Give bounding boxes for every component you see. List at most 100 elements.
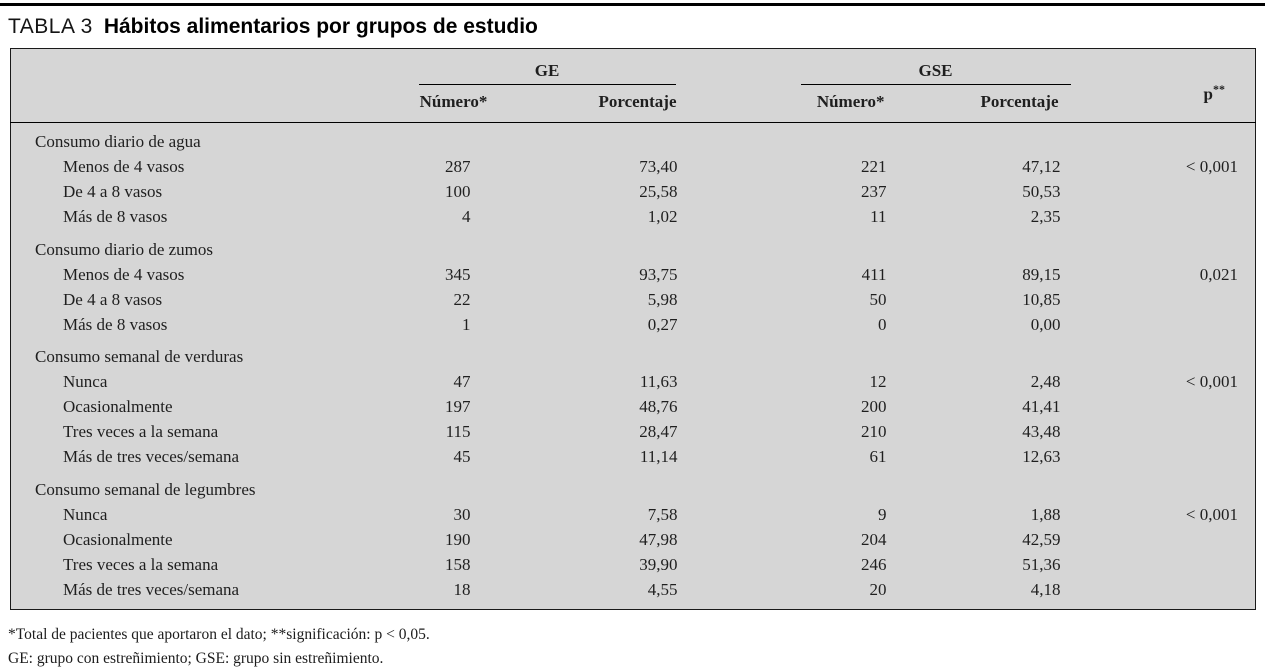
table-row: De 4 a 8 vasos 100 25,58 237 50,53 [11,180,1256,205]
cell-gse-numero: 237 [861,182,887,201]
cell-ge-numero: 197 [445,397,471,416]
table-row: Tres veces a la semana 115 28,47 210 43,48 [11,420,1256,445]
cell-ge-numero: 287 [445,157,471,176]
column-group-gse: GSE [681,49,1071,85]
footnote-significance: *Total de pacientes que aportaron el dat… [8,625,430,643]
cell-p-value [1071,180,1256,205]
column-group-gse-label: GSE [800,61,1071,85]
group-row: Consumo semanal de verduras [11,337,1256,370]
cell-gse-porcentaje: 1,88 [1030,504,1061,524]
row-label: Más de tres veces/semana [63,447,240,466]
table-row: Más de tres veces/semana 18 4,55 20 4,18 [11,577,1256,609]
cell-ge-numero: 22 [453,289,471,309]
cell-p-value: 0,021 [1199,264,1238,284]
cell-p-value [1071,577,1256,609]
column-header-ge-numero: Número* [390,85,501,123]
cell-gse-numero: 9 [878,504,887,524]
cell-gse-porcentaje: 42,59 [1022,529,1061,549]
cell-ge-numero: 47 [453,372,471,391]
cell-p-value [1071,395,1256,420]
row-label: Tres veces a la semana [63,422,219,441]
cell-gse-porcentaje: 47,12 [1022,157,1061,176]
column-group-ge-label: GE [418,61,676,85]
cell-ge-numero: 18 [453,579,471,599]
column-group-ge: GE [391,49,681,85]
cell-gse-numero: 411 [861,264,887,284]
cell-gse-numero: 11 [870,207,887,226]
cell-p-value [1071,527,1256,552]
cell-ge-porcentaje: 11,63 [639,372,678,391]
cell-p-value [1071,312,1256,337]
row-label: Más de 8 vasos [63,207,168,226]
table-row: Más de 8 vasos 4 1,02 11 2,35 [11,205,1256,230]
cell-p-value: < 0,001 [1185,504,1238,524]
cell-ge-numero: 30 [453,504,471,524]
footnote-abbreviations: GE: grupo con estreñimiento; GSE: grupo … [8,649,384,667]
cell-ge-porcentaje: 47,98 [639,529,678,549]
cell-gse-numero: 50 [869,289,887,309]
cell-ge-numero: 4 [462,207,471,226]
table-header: GE GSE p** Número* Porcentaje Número* Po… [10,48,1256,123]
table-row: Más de tres veces/semana 45 11,14 61 12,63 [11,445,1256,470]
cell-gse-porcentaje: 50,53 [1022,182,1061,201]
table-row: Ocasionalmente 190 47,98 204 42,59 [11,527,1256,552]
cell-p-value [1071,287,1256,312]
cell-ge-porcentaje: 1,02 [647,207,678,226]
habits-table: GE GSE p** Número* Porcentaje Número* Po… [10,48,1256,610]
cell-gse-porcentaje: 43,48 [1022,422,1061,441]
row-label: De 4 a 8 vasos [63,289,163,309]
column-header-ge-porcentaje: Porcentaje [500,85,681,123]
row-label: Ocasionalmente [63,397,173,416]
cell-ge-numero: 100 [445,182,471,201]
row-label: De 4 a 8 vasos [63,182,163,201]
cell-gse-numero: 20 [869,579,887,599]
cell-ge-porcentaje: 5,98 [647,289,678,309]
cell-ge-numero: 45 [453,447,471,466]
cell-ge-numero: 1 [462,314,471,334]
cell-gse-porcentaje: 41,41 [1022,397,1061,416]
paper-table-figure: TABLA 3 Hábitos alimentarios por grupos … [0,3,1265,669]
cell-gse-numero: 12 [869,372,887,391]
column-header-gse-porcentaje: Porcentaje [900,85,1071,123]
cell-gse-porcentaje: 89,15 [1022,264,1061,284]
group-label: Consumo semanal de legumbres [35,479,256,499]
group-label: Consumo diario de zumos [35,239,214,259]
header-spacer [11,49,391,86]
cell-ge-porcentaje: 93,75 [639,264,678,284]
row-label: Ocasionalmente [63,529,173,549]
cell-gse-porcentaje: 4,18 [1030,579,1061,599]
cell-ge-porcentaje: 11,14 [639,447,678,466]
table-row: Tres veces a la semana 158 39,90 246 51,36 [11,552,1256,577]
cell-p-value [1071,552,1256,577]
cell-gse-numero: 246 [861,554,887,574]
cell-ge-porcentaje: 73,40 [639,157,678,176]
group-label: Consumo semanal de verduras [35,347,244,366]
table-caption: TABLA 3 Hábitos alimentarios por grupos … [8,15,1265,39]
row-label: Nunca [63,372,108,391]
row-label: Menos de 4 vasos [63,264,185,284]
table-row: De 4 a 8 vasos 22 5,98 50 10,85 [11,287,1256,312]
cell-ge-porcentaje: 0,27 [647,314,678,334]
cell-gse-numero: 200 [861,397,887,416]
cell-gse-porcentaje: 2,35 [1030,207,1061,226]
row-label: Más de 8 vasos [63,314,168,334]
table-number-label: TABLA 3 [8,15,93,38]
p-header-base: p [1203,84,1213,104]
table-row: Menos de 4 vasos 287 73,40 221 47,12 < 0,001 [11,155,1256,180]
table-row: Nunca 47 11,63 12 2,48 < 0,001 [11,370,1256,395]
cell-gse-numero: 210 [861,422,887,441]
cell-p-value: < 0,001 [1185,372,1238,391]
table-row: Más de 8 vasos 1 0,27 0 0,00 [11,312,1256,337]
group-row: Consumo semanal de legumbres [11,470,1256,503]
header-spacer [10,85,391,123]
cell-ge-numero: 190 [445,529,471,549]
cell-ge-numero: 115 [445,422,471,441]
p-header-asterisks: ** [1213,81,1225,96]
column-header-gse-numero: Número* [680,85,901,123]
cell-gse-porcentaje: 51,36 [1022,554,1061,574]
top-rule [0,3,1265,6]
table-title: Hábitos alimentarios por grupos de estud… [103,15,538,38]
cell-p-value [1071,445,1256,470]
cell-gse-porcentaje: 12,63 [1022,447,1061,466]
row-label: Menos de 4 vasos [63,157,185,176]
